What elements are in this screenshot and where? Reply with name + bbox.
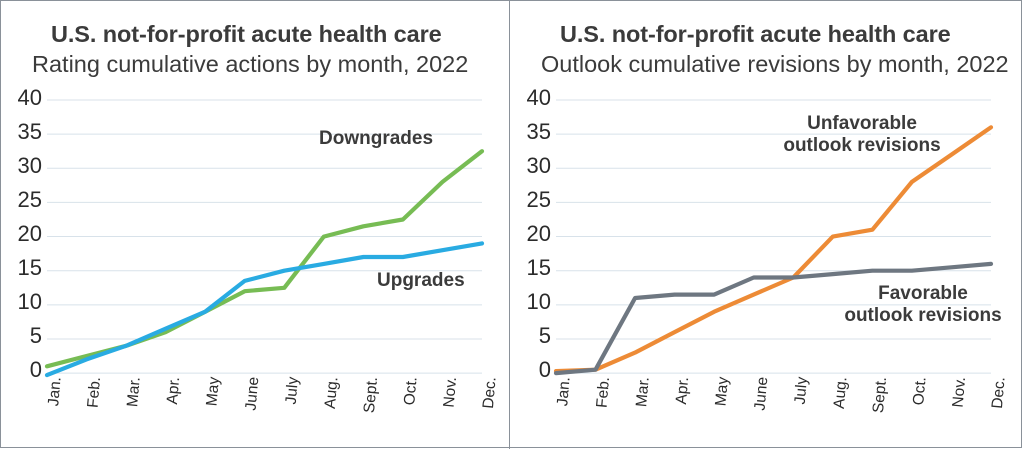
svg-text:Mar.: Mar. [124, 376, 144, 408]
svg-text:20: 20 [18, 221, 42, 246]
svg-text:0: 0 [30, 357, 42, 382]
svg-text:15: 15 [527, 255, 551, 280]
svg-text:Nov.: Nov. [950, 376, 970, 408]
svg-text:Aug.: Aug. [831, 376, 851, 409]
svg-text:Downgrades: Downgrades [319, 128, 433, 149]
svg-text:35: 35 [527, 119, 551, 144]
svg-text:June: June [243, 376, 263, 411]
svg-text:May: May [712, 376, 732, 407]
svg-text:Dec.: Dec. [480, 376, 500, 409]
svg-text:outlook revisions: outlook revisions [844, 305, 1001, 326]
svg-text:0: 0 [539, 357, 551, 382]
svg-text:Favorable: Favorable [878, 283, 968, 304]
svg-text:June: June [752, 376, 772, 411]
svg-text:40: 40 [18, 85, 42, 110]
svg-text:Oct.: Oct. [401, 376, 420, 406]
svg-text:Jan.: Jan. [554, 376, 573, 407]
svg-text:Sept.: Sept. [870, 376, 890, 414]
svg-text:5: 5 [30, 323, 42, 348]
svg-text:July: July [792, 376, 811, 405]
svg-text:5: 5 [539, 323, 551, 348]
svg-text:Jan.: Jan. [45, 376, 64, 407]
svg-text:40: 40 [527, 85, 551, 110]
svg-text:Nov.: Nov. [441, 376, 461, 408]
svg-text:Aug.: Aug. [322, 376, 342, 409]
svg-text:July: July [283, 376, 302, 405]
svg-text:Apr.: Apr. [164, 376, 183, 405]
svg-text:30: 30 [527, 153, 551, 178]
svg-text:35: 35 [18, 119, 42, 144]
svg-text:Sept.: Sept. [361, 376, 381, 414]
svg-text:25: 25 [527, 187, 551, 212]
svg-text:10: 10 [18, 289, 42, 314]
svg-text:Dec.: Dec. [989, 376, 1009, 409]
svg-text:Unfavorable: Unfavorable [807, 113, 917, 134]
svg-text:May: May [203, 376, 223, 407]
svg-text:10: 10 [527, 289, 551, 314]
svg-text:20: 20 [527, 221, 551, 246]
svg-text:30: 30 [18, 153, 42, 178]
svg-text:Feb.: Feb. [85, 376, 105, 408]
svg-text:15: 15 [18, 255, 42, 280]
svg-text:25: 25 [18, 187, 42, 212]
svg-text:Oct.: Oct. [910, 376, 929, 406]
svg-text:Upgrades: Upgrades [377, 270, 465, 291]
svg-text:Apr.: Apr. [673, 376, 692, 405]
svg-text:Feb.: Feb. [594, 376, 614, 408]
svg-text:Mar.: Mar. [633, 376, 653, 408]
svg-text:outlook revisions: outlook revisions [783, 135, 940, 156]
